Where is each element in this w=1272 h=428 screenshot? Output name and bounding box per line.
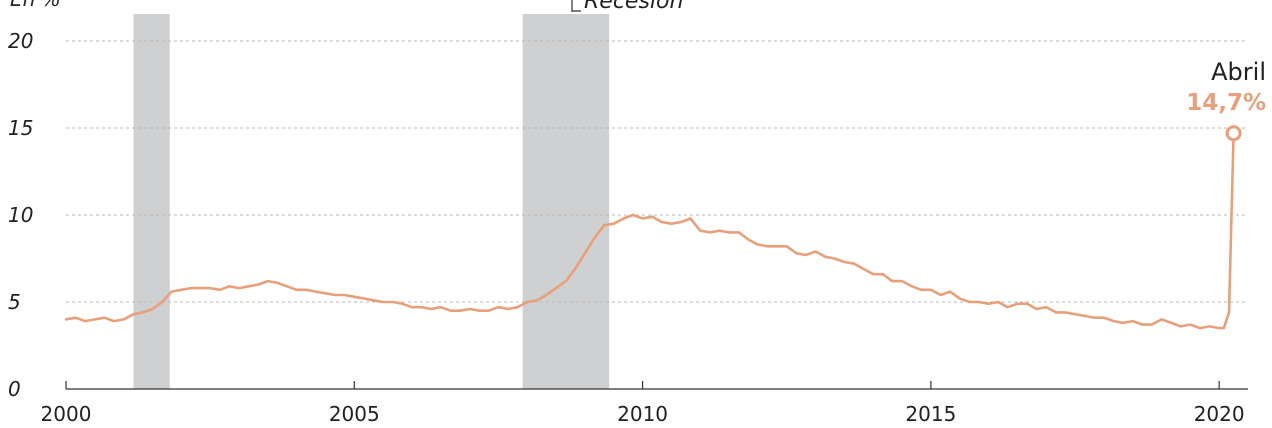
recession-bands — [133, 14, 610, 389]
x-tick-label-2020: 2020 — [1194, 402, 1245, 426]
y-unit-label: En % — [10, 0, 61, 11]
y-tick-label-15: 15 — [8, 116, 33, 140]
y-tick-label-20: 20 — [8, 29, 33, 53]
annotation: Abril 14,7% — [1186, 58, 1266, 142]
series-line-1 — [64, 131, 1235, 330]
recession-band-2 — [522, 14, 610, 389]
y-tick-label-10: 10 — [8, 203, 33, 227]
y-tick-label-5: 5 — [8, 290, 21, 314]
recession-band-1 — [133, 14, 170, 389]
legend: Recesión — [571, 0, 683, 14]
annotation-marker — [1225, 125, 1242, 142]
x-tick-label-2010: 2010 — [617, 402, 668, 426]
series-unemployment — [64, 131, 1235, 330]
legend-recession-label: Recesión — [584, 0, 683, 14]
x-tick-label-2000: 2000 — [41, 402, 92, 426]
grid-lines — [66, 40, 1248, 303]
y-axis-ticks: 0 5 10 15 20 — [8, 29, 33, 401]
y-tick-label-0: 0 — [8, 377, 21, 401]
x-tick-label-2005: 2005 — [329, 402, 380, 426]
annotation-label: Abril — [1211, 58, 1266, 86]
x-axis-ticks: 2000 2005 2010 2015 2020 — [41, 381, 1245, 426]
annotation-value: 14,7% — [1186, 90, 1266, 116]
x-tick-label-2015: 2015 — [905, 402, 956, 426]
